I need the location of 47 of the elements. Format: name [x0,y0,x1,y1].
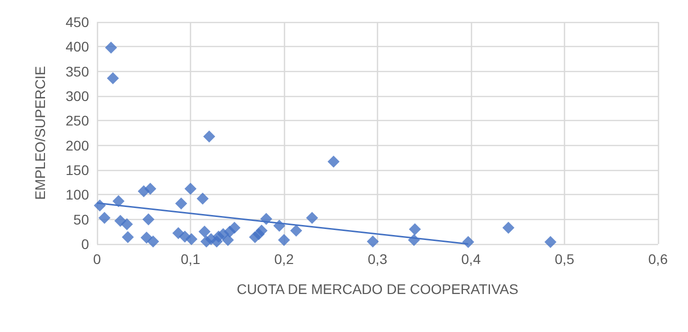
point [198,226,211,238]
point [122,231,134,244]
y-tick-label: 150 [66,162,90,178]
point [144,182,156,195]
point [462,236,474,248]
y-axis-title: EMPLEO/SUPERCIE [32,66,48,200]
point [328,156,340,168]
point [106,72,119,84]
point [366,236,379,248]
point [98,212,110,224]
y-tick-label: 200 [66,137,90,154]
point [408,223,421,236]
x-tick-label: 0,4 [461,251,481,267]
point [306,212,318,224]
y-tick-label: 300 [66,88,90,104]
point [228,222,240,234]
point [184,182,196,195]
y-tick-label: 400 [66,38,90,55]
point [112,195,125,208]
x-tick-label: 0,5 [554,251,574,267]
point [185,233,198,246]
point [175,198,188,210]
y-tick-label: 350 [66,63,90,80]
y-tick-label: 450 [66,14,90,30]
y-tick-label: 100 [66,186,90,203]
point [147,236,160,248]
x-tick-label: 0,1 [180,251,200,267]
point [544,236,556,248]
y-tick-label: 0 [81,236,90,252]
x-tick-label: 0,6 [648,251,668,267]
x-axis-title: CUOTA DE MERCADO DE COOPERATIVAS [236,281,518,297]
point [290,224,302,237]
point [278,234,290,246]
x-tick-label: 0,2 [274,251,294,267]
x-tick-label: 0,3 [368,251,388,267]
point [502,222,514,234]
x-tick-label: 0 [93,251,102,267]
point [120,218,133,230]
point [105,42,118,54]
point [222,234,234,246]
point [140,232,153,244]
point [256,224,268,237]
point [142,213,154,226]
y-tick-label: 250 [66,112,90,129]
point [203,130,216,142]
point [196,192,209,205]
y-tick-label: 50 [73,211,90,228]
